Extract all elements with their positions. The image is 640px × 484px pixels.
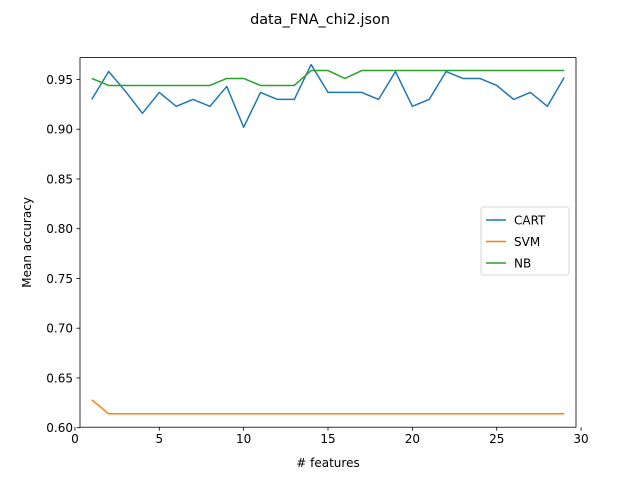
y-tick-label: 0.85 <box>46 172 73 186</box>
chart-title: data_FNA_chi2.json <box>250 12 390 28</box>
axis-ticks: 0 5 10 15 20 25 30 0.60 0.65 0.70 0.75 0.80 0.85 0.90… <box>46 73 588 446</box>
series-line-cart <box>91 63 565 128</box>
y-tick-label: 0.65 <box>46 371 73 385</box>
series-lines <box>91 63 565 415</box>
y-axis-label: Mean accuracy <box>20 197 34 288</box>
legend-box <box>480 206 570 276</box>
legend-label-cart: CART <box>514 213 546 227</box>
x-tick-label: 20 <box>405 432 420 446</box>
x-axis-label: # features <box>296 456 359 470</box>
y-tick-label: 0.60 <box>46 421 73 435</box>
x-tick-label: 15 <box>320 432 335 446</box>
plot-frame <box>79 57 577 428</box>
legend-label-nb: NB <box>514 256 531 270</box>
x-tick-label: 25 <box>489 432 504 446</box>
series-line-nb <box>91 69 565 87</box>
y-tick-label: 0.80 <box>46 222 73 236</box>
x-tick-label: 5 <box>155 432 163 446</box>
y-tick-label: 0.95 <box>46 73 73 87</box>
y-tick-label: 0.90 <box>46 123 73 137</box>
legend: CART SVM NB <box>480 206 570 276</box>
x-tick-label: 30 <box>573 432 588 446</box>
y-tick-label: 0.70 <box>46 322 73 336</box>
legend-label-svm: SVM <box>514 235 540 249</box>
y-tick-label: 0.75 <box>46 272 73 286</box>
x-tick-label: 0 <box>71 432 79 446</box>
x-tick-label: 10 <box>236 432 251 446</box>
series-line-svm <box>91 399 565 415</box>
